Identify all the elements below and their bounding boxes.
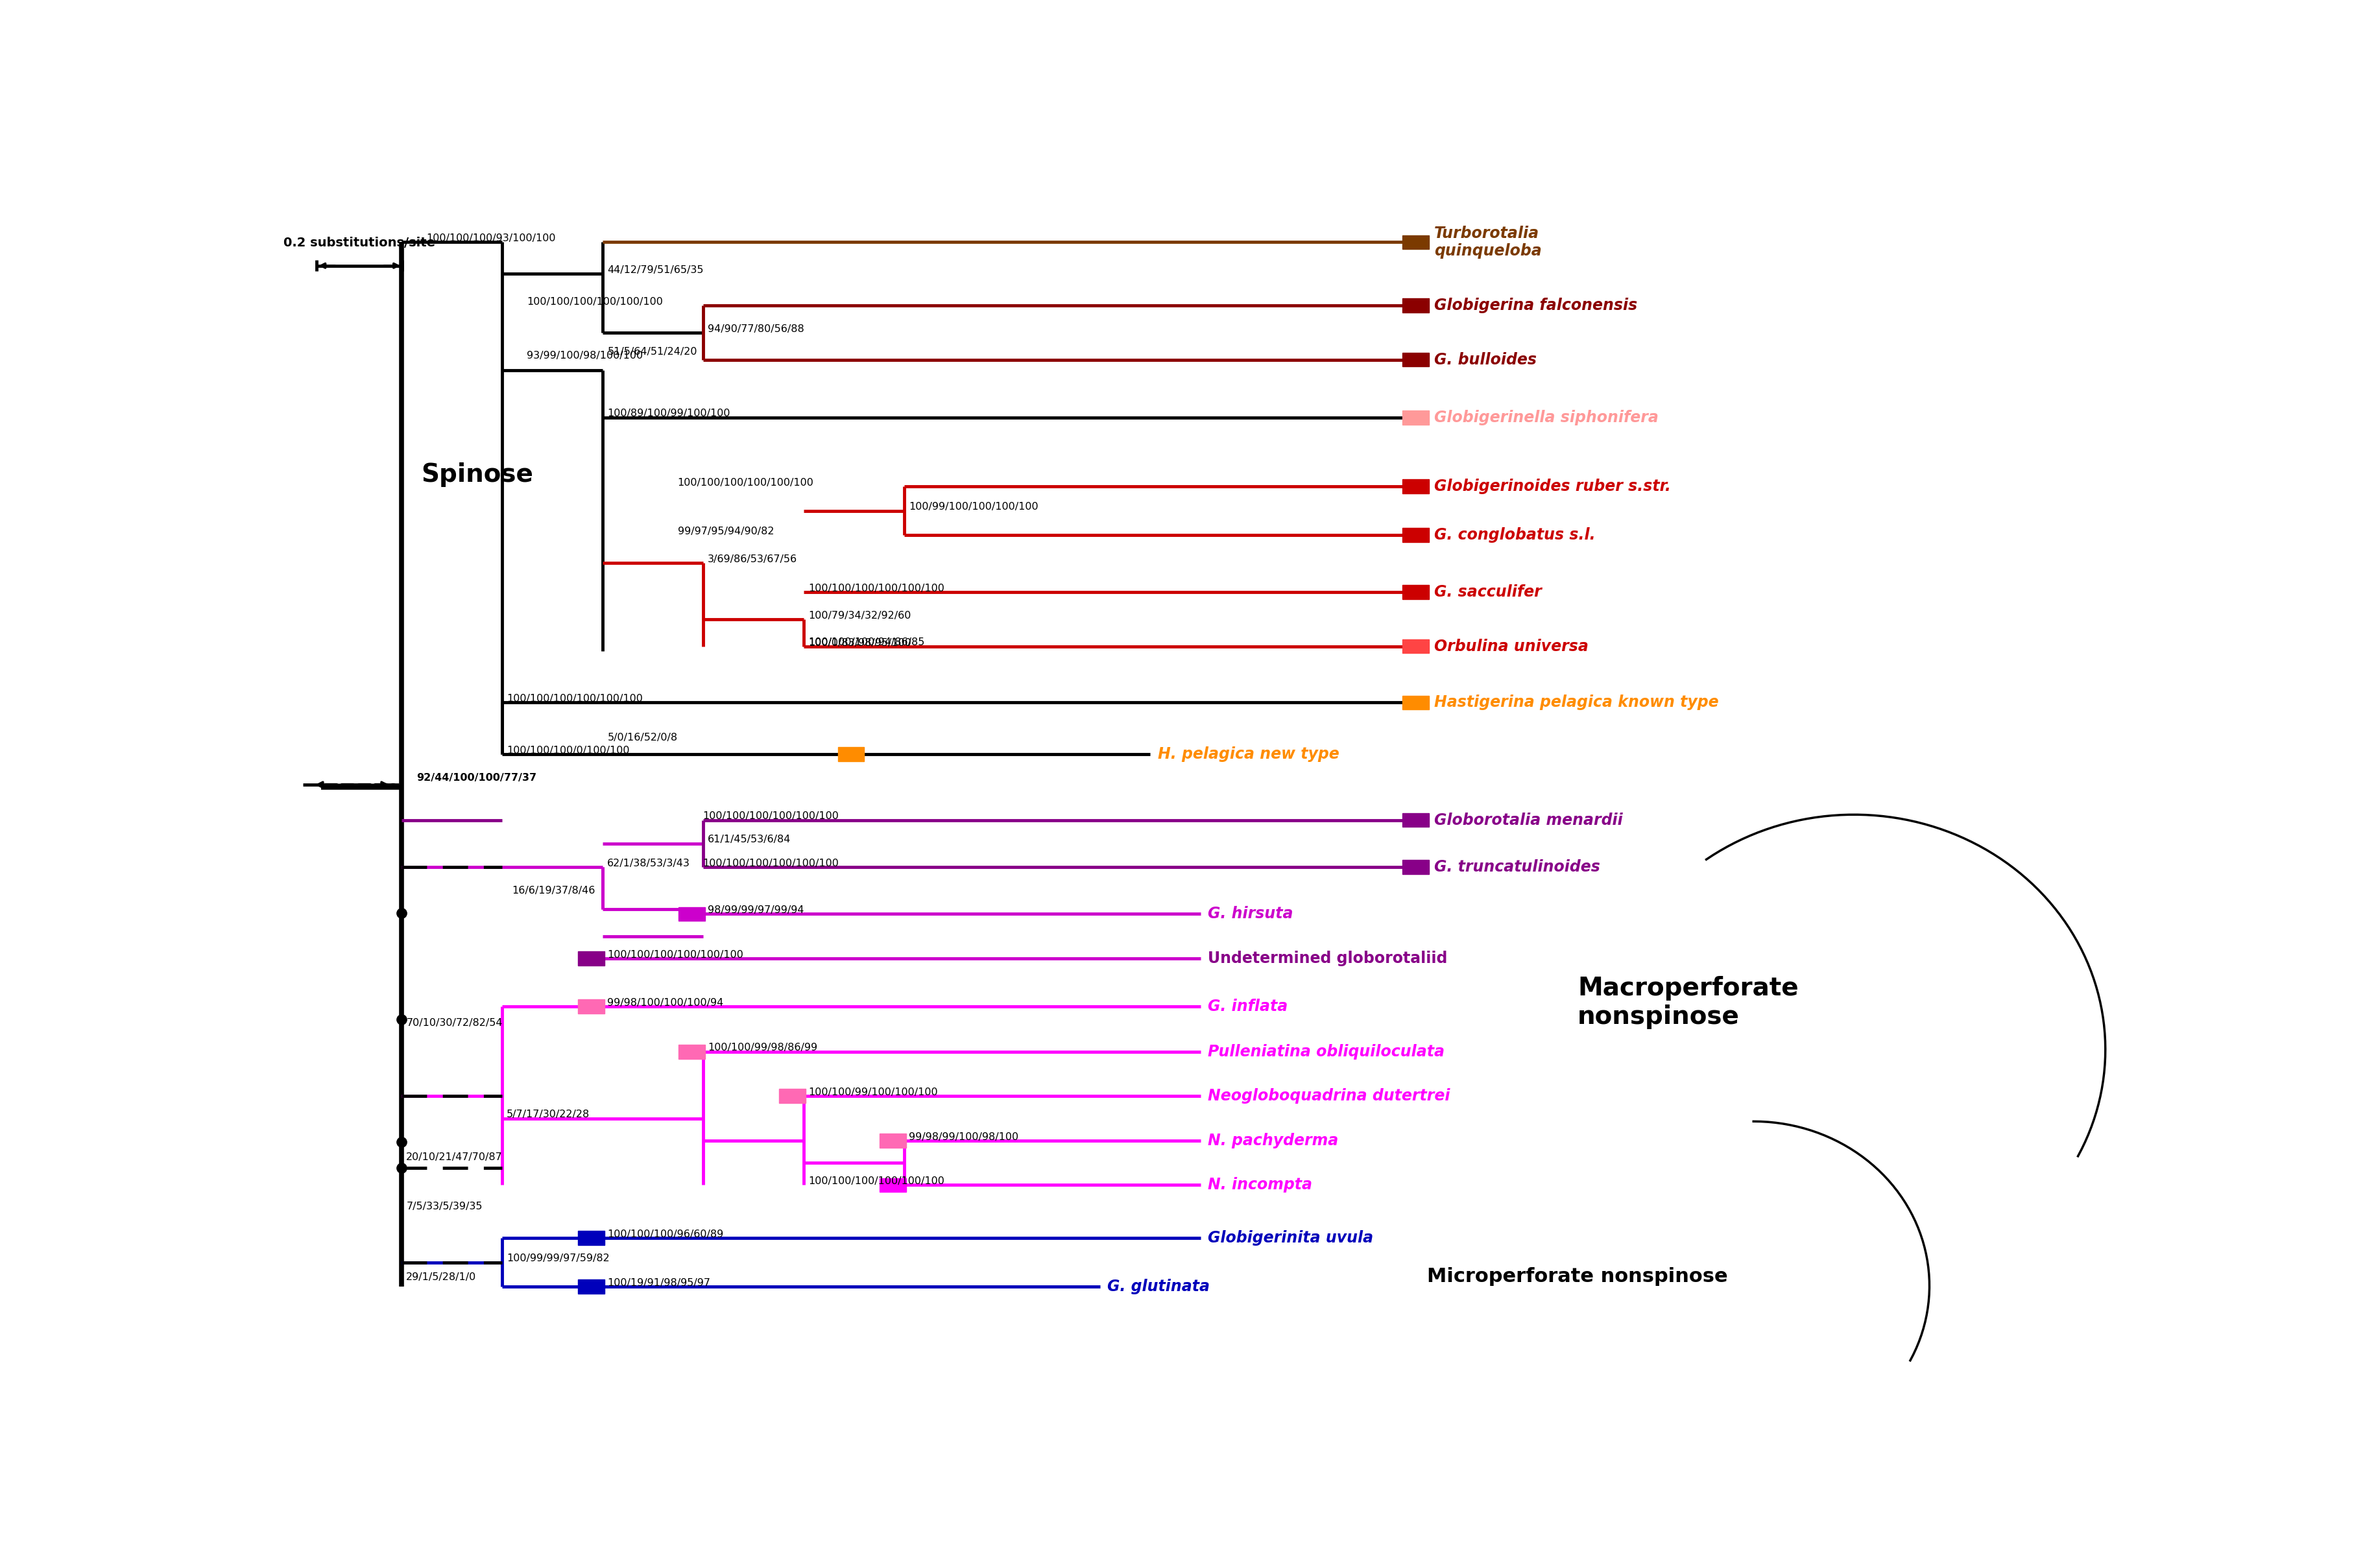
Text: Orbulina universa: Orbulina universa	[1433, 638, 1589, 654]
Text: Globigerinoides ruber s.str.: Globigerinoides ruber s.str.	[1433, 478, 1672, 494]
Bar	[1402, 640, 1428, 654]
Text: 99/97/95/94/90/82: 99/97/95/94/90/82	[679, 527, 773, 536]
Bar	[1402, 696, 1428, 710]
Bar	[577, 952, 605, 966]
Text: 100/100/100/94/86/85: 100/100/100/94/86/85	[809, 638, 925, 648]
Text: G. truncatulinoides: G. truncatulinoides	[1433, 859, 1601, 875]
Text: Neogloboquadrina dutertrei: Neogloboquadrina dutertrei	[1209, 1088, 1450, 1104]
Bar	[1402, 235, 1428, 249]
Text: 16/6/19/37/8/46: 16/6/19/37/8/46	[511, 886, 596, 895]
Bar	[679, 906, 705, 920]
Text: N. pachyderma: N. pachyderma	[1209, 1134, 1339, 1149]
Bar	[837, 748, 863, 762]
Text: G. glutinata: G. glutinata	[1107, 1279, 1211, 1294]
Text: 100/100/100/100/100/100: 100/100/100/100/100/100	[527, 296, 662, 307]
Text: Globigerina falconensis: Globigerina falconensis	[1433, 298, 1637, 314]
Text: N. incompta: N. incompta	[1209, 1178, 1313, 1193]
Text: 5/7/17/30/22/28: 5/7/17/30/22/28	[506, 1110, 589, 1120]
Text: Turborotalia
quinqueloba: Turborotalia quinqueloba	[1433, 226, 1542, 259]
Bar	[679, 1044, 705, 1058]
Text: Globorotalia menardii: Globorotalia menardii	[1433, 812, 1622, 828]
Bar	[1402, 585, 1428, 599]
Text: 7/5/33/5/39/35: 7/5/33/5/39/35	[407, 1201, 482, 1210]
Text: G. conglobatus s.l.: G. conglobatus s.l.	[1433, 527, 1596, 543]
Text: 51/5/64/51/24/20: 51/5/64/51/24/20	[608, 347, 698, 356]
Text: 100/100/99/100/100/100: 100/100/99/100/100/100	[809, 1087, 939, 1098]
Text: 99/98/99/100/98/100: 99/98/99/100/98/100	[908, 1132, 1019, 1142]
Text: 98/99/99/97/99/94: 98/99/99/97/99/94	[707, 905, 804, 916]
Text: 100/19/91/98/95/97: 100/19/91/98/95/97	[608, 1278, 710, 1287]
Text: 100/100/100/100/100/100: 100/100/100/100/100/100	[809, 1176, 944, 1185]
Text: 100/100/100/0/100/100: 100/100/100/0/100/100	[506, 746, 629, 756]
Text: G. hirsuta: G. hirsuta	[1209, 906, 1294, 922]
Text: 100/99/100/100/100/100: 100/99/100/100/100/100	[908, 502, 1038, 511]
Bar	[1402, 298, 1428, 312]
Text: 62/1/38/53/3/43: 62/1/38/53/3/43	[608, 858, 691, 869]
Text: 61/1/45/53/6/84: 61/1/45/53/6/84	[707, 834, 792, 845]
Text: 100/99/99/97/59/82: 100/99/99/97/59/82	[506, 1254, 610, 1264]
Text: 20/10/21/47/70/87: 20/10/21/47/70/87	[407, 1152, 504, 1162]
Text: 100/100/100/100/100/100: 100/100/100/100/100/100	[702, 858, 840, 869]
Text: 99/98/100/100/100/94: 99/98/100/100/100/94	[608, 997, 724, 1008]
Text: G. sacculifer: G. sacculifer	[1433, 585, 1542, 601]
Bar	[880, 1134, 906, 1148]
Bar	[1402, 480, 1428, 494]
Text: 93/99/100/98/100/100: 93/99/100/98/100/100	[527, 351, 643, 361]
Text: 92/44/100/100/77/37: 92/44/100/100/77/37	[416, 773, 537, 782]
Text: 5/0/16/52/0/8: 5/0/16/52/0/8	[608, 732, 676, 743]
Bar	[577, 1231, 605, 1245]
Bar	[1402, 353, 1428, 367]
Bar	[778, 1088, 806, 1102]
Text: G. bulloides: G. bulloides	[1433, 351, 1537, 367]
Text: 3/69/86/53/67/56: 3/69/86/53/67/56	[707, 554, 797, 564]
Bar	[577, 1279, 605, 1294]
Text: 100/100/100/100/100/100: 100/100/100/100/100/100	[702, 811, 840, 822]
Text: 70/10/30/72/82/54: 70/10/30/72/82/54	[407, 1018, 501, 1029]
Text: Pulleniatina obliquiloculata: Pulleniatina obliquiloculata	[1209, 1044, 1445, 1060]
Text: H. pelagica new type: H. pelagica new type	[1159, 746, 1339, 762]
Text: Undetermined globorotaliid: Undetermined globorotaliid	[1209, 950, 1447, 966]
Text: Spinose: Spinose	[421, 463, 534, 488]
Text: Hastigerina pelagica known type: Hastigerina pelagica known type	[1433, 695, 1719, 710]
Bar	[1402, 528, 1428, 543]
Text: 100/79/34/32/92/60: 100/79/34/32/92/60	[809, 610, 911, 621]
Text: 100/100/100/93/100/100: 100/100/100/93/100/100	[426, 234, 556, 243]
Bar	[1402, 411, 1428, 425]
Text: 100/0/83/98/95/100: 100/0/83/98/95/100	[809, 638, 911, 648]
Text: Globigerinita uvula: Globigerinita uvula	[1209, 1231, 1374, 1247]
Text: 100/100/100/96/60/89: 100/100/100/96/60/89	[608, 1229, 724, 1239]
Text: 44/12/79/51/65/35: 44/12/79/51/65/35	[608, 265, 705, 274]
Text: 100/100/100/100/100/100: 100/100/100/100/100/100	[809, 583, 944, 593]
Bar	[1402, 812, 1428, 826]
Text: Microperforate nonspinose: Microperforate nonspinose	[1426, 1267, 1726, 1286]
Text: 100/100/100/100/100/100: 100/100/100/100/100/100	[608, 950, 743, 960]
Bar	[1402, 859, 1428, 873]
Text: 100/100/99/98/86/99: 100/100/99/98/86/99	[707, 1043, 818, 1052]
Text: 94/90/77/80/56/88: 94/90/77/80/56/88	[707, 325, 804, 334]
Bar	[577, 999, 605, 1013]
Bar	[880, 1178, 906, 1192]
Text: 100/89/100/99/100/100: 100/89/100/99/100/100	[608, 409, 731, 419]
Text: 29/1/5/28/1/0: 29/1/5/28/1/0	[407, 1272, 475, 1283]
Text: 100/100/100/100/100/100: 100/100/100/100/100/100	[679, 478, 814, 488]
Text: 0.2 substitutions/site: 0.2 substitutions/site	[284, 237, 435, 249]
Text: 100/100/100/100/100/100: 100/100/100/100/100/100	[506, 695, 643, 704]
Text: G. inflata: G. inflata	[1209, 999, 1289, 1014]
Text: Macroperforate
nonspinose: Macroperforate nonspinose	[1577, 975, 1797, 1029]
Text: Globigerinella siphonifera: Globigerinella siphonifera	[1433, 409, 1658, 425]
